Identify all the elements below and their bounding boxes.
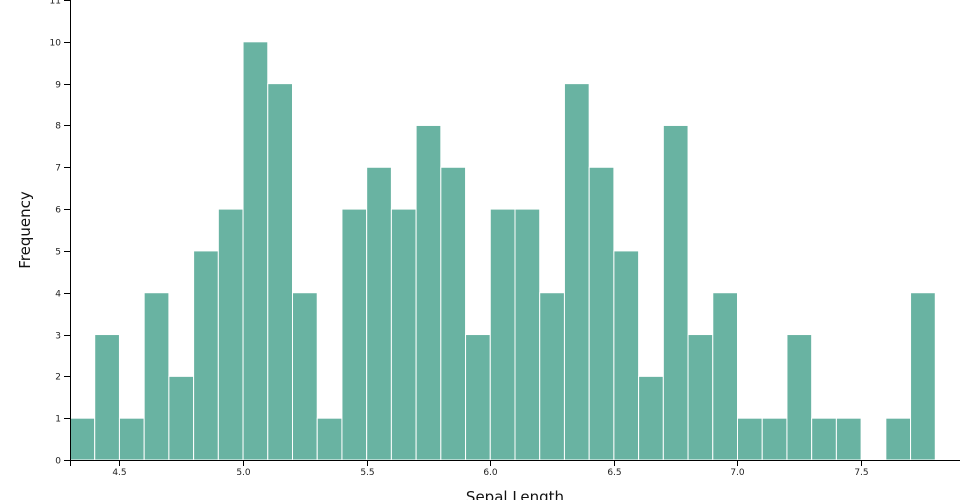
- histogram-bar: [539, 292, 565, 461]
- x-tick-label: 7.5: [854, 468, 868, 478]
- histogram-bar: [687, 334, 714, 461]
- histogram-bar: [588, 166, 615, 461]
- y-tick-label: 7: [55, 164, 61, 174]
- histogram-bar: [737, 417, 763, 461]
- y-axis: 0 1 2 3 4 5 6 7 8 9 10 11: [50, 0, 71, 467]
- x-axis: 4.5 5.0 5.5 6.0 6.5 7.0 7.5: [70, 460, 960, 478]
- histogram-bar: [341, 208, 368, 461]
- histogram-bar: [292, 292, 318, 461]
- x-axis-title: Sepal Length: [466, 488, 564, 500]
- x-tick-label: 5.0: [236, 468, 251, 478]
- histogram-bar: [143, 292, 170, 461]
- histogram-bar: [835, 417, 862, 461]
- y-tick-label: 3: [55, 332, 61, 342]
- histogram-bar: [94, 334, 120, 461]
- x-tick-label: 7.0: [730, 468, 745, 478]
- y-tick-label: 1: [55, 415, 61, 425]
- x-tick-label: 4.5: [112, 468, 126, 478]
- histogram-bar: [761, 417, 788, 461]
- histogram-bar: [563, 83, 590, 461]
- histogram-bar: [514, 208, 541, 461]
- histogram-bar: [366, 166, 392, 461]
- histogram-bar: [390, 208, 417, 461]
- x-tick-label: 6.5: [607, 468, 621, 478]
- histogram-bar: [118, 417, 145, 461]
- histogram-bar: [69, 417, 96, 461]
- histogram-bar: [489, 208, 516, 461]
- histogram-bar: [316, 417, 343, 461]
- histogram-bar: [786, 334, 813, 461]
- histogram-bar: [242, 41, 269, 461]
- histogram-bar: [217, 208, 244, 461]
- y-tick-label: 2: [55, 373, 61, 383]
- y-tick-label: 6: [55, 206, 61, 216]
- y-tick-label: 9: [55, 81, 61, 91]
- y-tick-label: 11: [50, 0, 61, 7]
- x-tick-label: 5.5: [360, 468, 374, 478]
- histogram-bar: [415, 124, 442, 461]
- histogram-bar: [662, 124, 689, 461]
- x-tick-label: 6.0: [483, 468, 498, 478]
- y-tick-label: 8: [55, 122, 61, 132]
- histogram-bar: [712, 292, 738, 461]
- histogram-bar: [193, 250, 219, 461]
- histogram-bar: [638, 375, 664, 461]
- y-tick-label: 0: [55, 457, 61, 467]
- histogram-bar: [267, 83, 293, 461]
- bars-layer: [69, 41, 936, 461]
- y-tick-label: 4: [55, 290, 61, 300]
- histogram-bar: [168, 375, 195, 461]
- histogram-bar: [440, 166, 467, 461]
- y-tick-label: 5: [55, 248, 61, 258]
- histogram-bar: [910, 292, 936, 461]
- histogram-bar: [811, 417, 837, 461]
- y-tick-label: 10: [50, 39, 62, 49]
- histogram-bar: [613, 250, 640, 461]
- histogram-bar: [465, 334, 491, 461]
- y-axis-title: Frequency: [16, 191, 34, 269]
- histogram-bar: [885, 417, 912, 461]
